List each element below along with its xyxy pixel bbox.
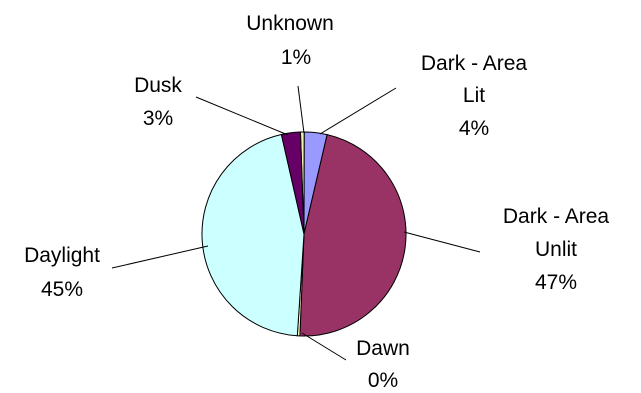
leader-line-dusk — [195, 96, 289, 136]
label-dawn-name: Dawn — [356, 337, 410, 360]
label-dusk-name: Dusk — [134, 74, 182, 97]
label-dark-unlit-name-2: Unlit — [535, 238, 577, 261]
label-dark-lit-pct: 4% — [459, 117, 489, 140]
pie-slice-dusk — [280, 131, 305, 235]
leader-line-dawn — [301, 332, 347, 361]
label-dark-lit-name: Dark - Area — [421, 52, 528, 75]
label-dark-unlit-pct: 47% — [535, 271, 577, 294]
label-unknown-pct: 1% — [281, 46, 311, 69]
label-daylight-name: Daylight — [24, 244, 100, 267]
label-dawn-pct: 0% — [368, 369, 398, 392]
leader-line-unknown — [297, 85, 305, 134]
pie-slice-daylight — [201, 133, 305, 337]
label-daylight-pct: 45% — [41, 278, 83, 301]
label-unknown-name: Unknown — [246, 12, 334, 35]
pie-slice-dark-area-unlit — [299, 134, 407, 337]
leader-lines — [111, 85, 481, 361]
pie-slices — [201, 131, 407, 337]
leader-line-dark-lit — [319, 87, 397, 135]
leader-line-dark-unlit — [403, 231, 481, 253]
slice-labels: Unknown 1% Dark - Area Lit 4% Dark - Are… — [24, 12, 609, 392]
label-dark-unlit-name: Dark - Area — [503, 205, 610, 228]
label-dark-lit-name-2: Lit — [463, 84, 485, 107]
leader-line-daylight — [111, 245, 209, 269]
label-dusk-pct: 3% — [143, 107, 173, 130]
